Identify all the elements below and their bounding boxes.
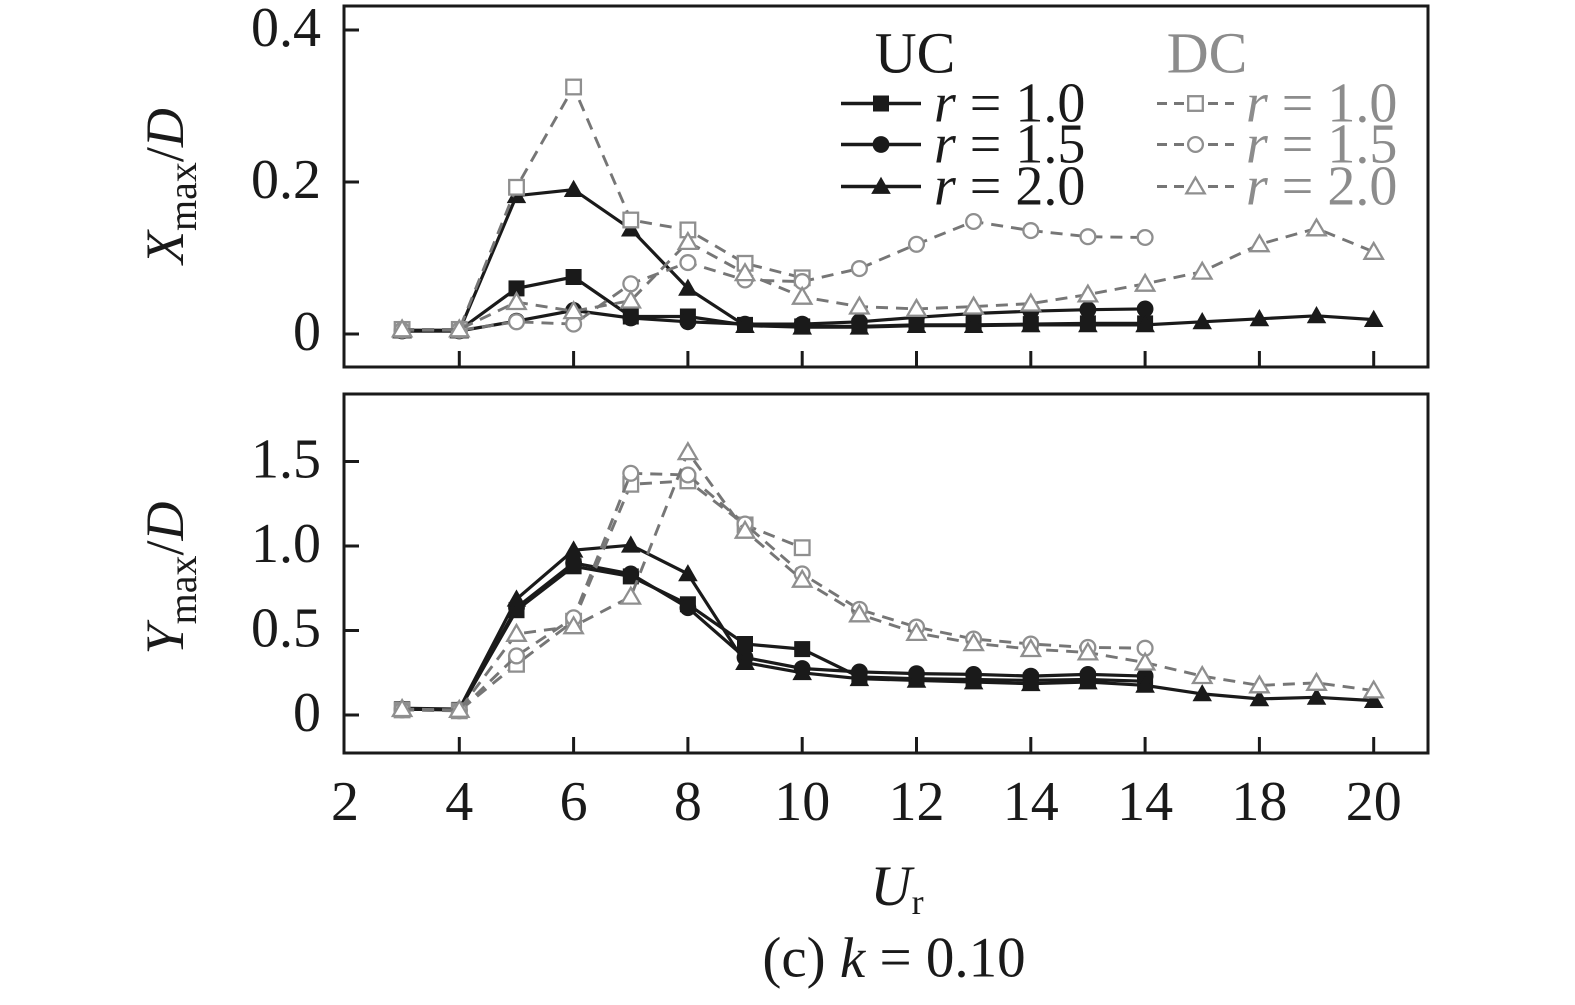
svg-text:1.0: 1.0 xyxy=(251,513,321,575)
svg-text:14: 14 xyxy=(1003,771,1059,833)
svg-text:Ur: Ur xyxy=(870,855,923,923)
svg-text:(c) k = 0.10: (c) k = 0.10 xyxy=(762,927,1025,990)
svg-text:12: 12 xyxy=(889,771,945,833)
svg-text:DC: DC xyxy=(1167,21,1248,86)
svg-text:r = 2.0: r = 2.0 xyxy=(1246,156,1397,218)
svg-text:8: 8 xyxy=(674,771,702,833)
svg-text:0: 0 xyxy=(293,682,321,744)
svg-text:20: 20 xyxy=(1346,771,1402,833)
svg-text:r = 1.5: r = 1.5 xyxy=(1246,114,1397,176)
svg-text:0.4: 0.4 xyxy=(251,0,321,59)
svg-text:r = 1.0: r = 1.0 xyxy=(934,73,1085,135)
svg-text:18: 18 xyxy=(1231,771,1287,833)
svg-text:r = 1.0: r = 1.0 xyxy=(1246,73,1397,135)
svg-text:0.2: 0.2 xyxy=(251,149,321,211)
svg-text:Xmax/D: Xmax/D xyxy=(135,108,205,266)
svg-text:14: 14 xyxy=(1117,771,1173,833)
svg-text:2: 2 xyxy=(331,771,359,833)
svg-text:UC: UC xyxy=(875,21,956,86)
svg-text:10: 10 xyxy=(774,771,830,833)
svg-text:Ymax/D: Ymax/D xyxy=(135,502,205,655)
svg-text:0: 0 xyxy=(293,301,321,363)
svg-text:0.5: 0.5 xyxy=(251,598,321,660)
svg-text:4: 4 xyxy=(445,771,473,833)
svg-text:r = 1.5: r = 1.5 xyxy=(934,114,1085,176)
svg-text:1.5: 1.5 xyxy=(251,429,321,491)
svg-text:r = 2.0: r = 2.0 xyxy=(934,156,1085,218)
svg-text:6: 6 xyxy=(560,771,588,833)
